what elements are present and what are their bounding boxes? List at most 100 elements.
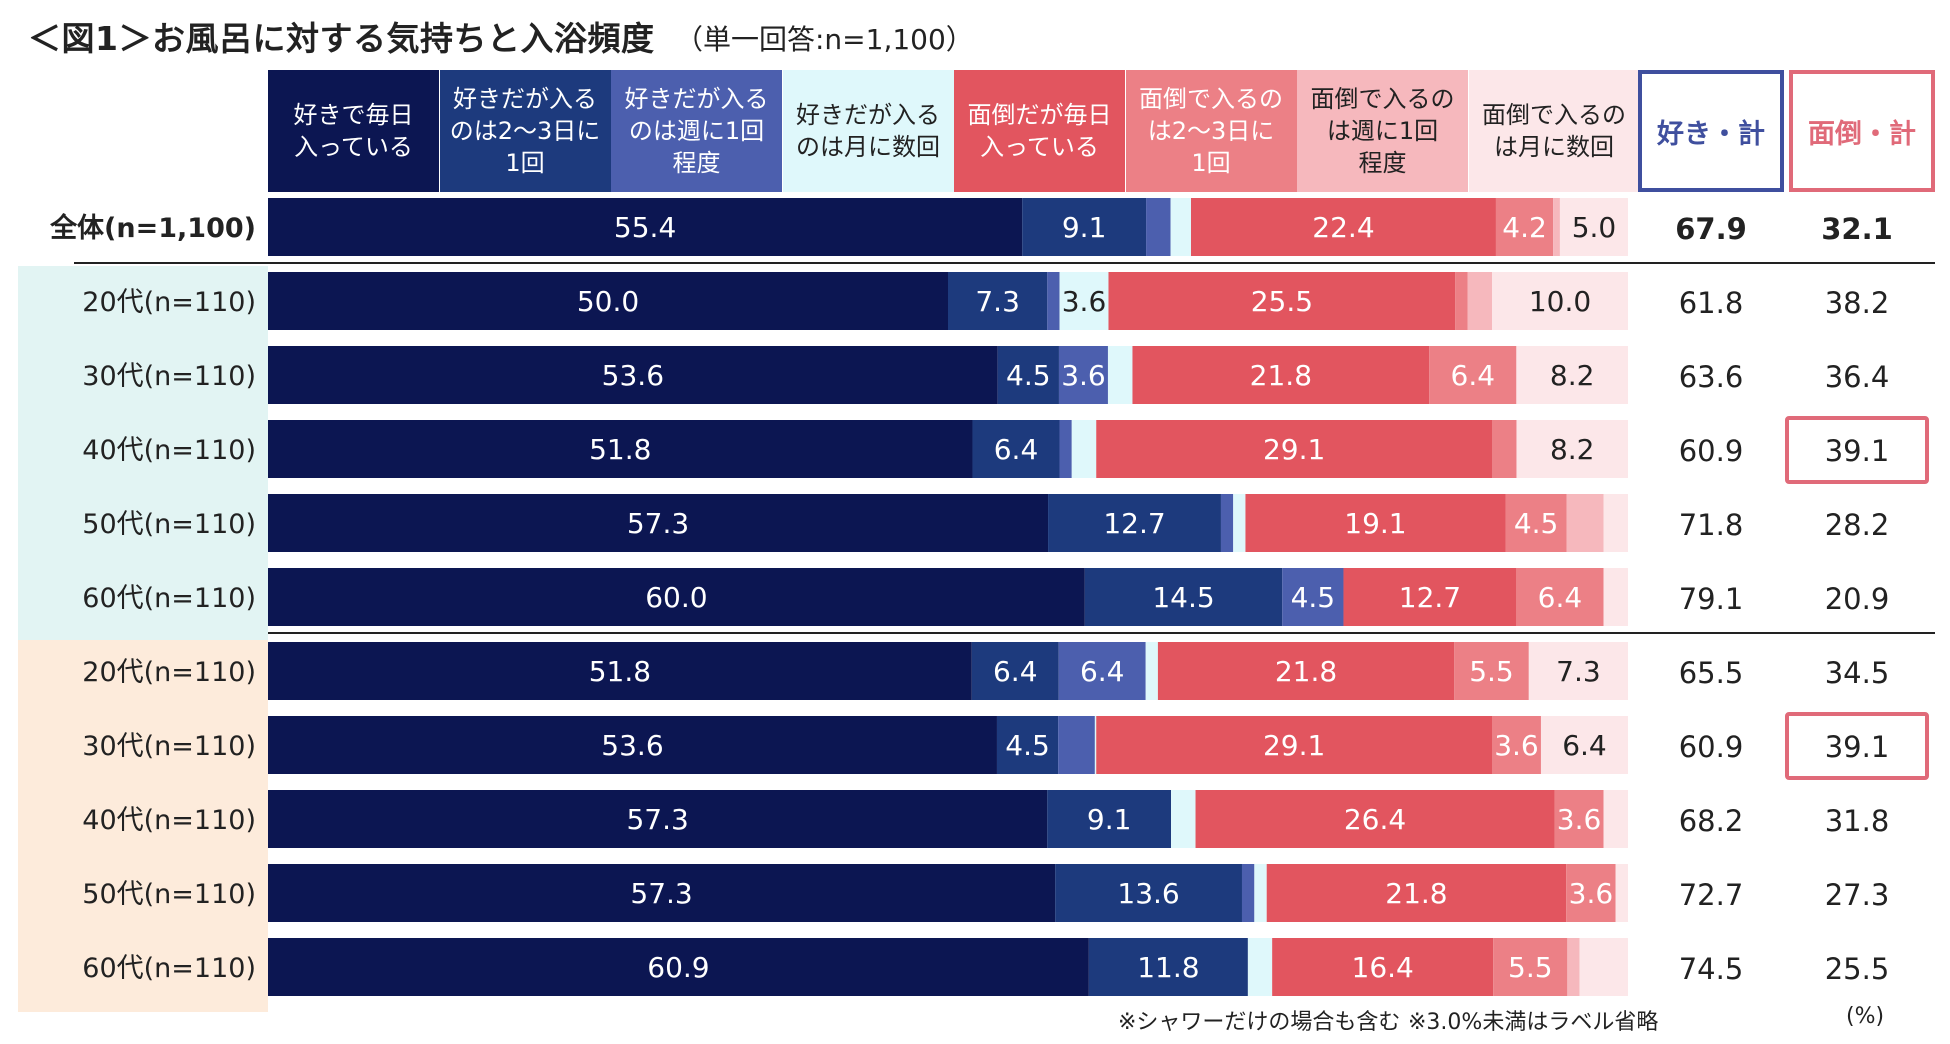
row-label-1: 20代(n=110) [82, 287, 256, 318]
bother-total-4: 28.2 [1825, 508, 1890, 542]
data-label-r4-s2: 12.7 [1103, 507, 1165, 540]
bar-segment-r8-s8 [1603, 790, 1628, 848]
bar-segment-r7-s5 [1096, 716, 1492, 774]
data-label-r4-s5: 19.1 [1344, 507, 1406, 540]
bar-segment-r10-s2 [1088, 938, 1248, 996]
data-label-r0-s6: 4.2 [1502, 211, 1547, 244]
data-label-r8-s2: 9.1 [1087, 803, 1132, 836]
bother-total-9: 27.3 [1825, 878, 1890, 912]
like-total-2: 63.6 [1679, 360, 1744, 394]
bar-segment-r0-s5 [1191, 198, 1496, 256]
legend-header-4: 好きだが入る のは月に数回 [782, 70, 954, 192]
data-label-r6-s3: 6.4 [1080, 655, 1125, 688]
bar-segment-r5-s2 [1084, 568, 1283, 626]
bar-segment-r2-s8 [1516, 346, 1628, 404]
bother-total-1: 38.2 [1825, 286, 1890, 320]
data-label-r6-s6: 5.5 [1469, 655, 1514, 688]
bar-segment-r6-s5 [1157, 642, 1455, 700]
like-total-0: 67.9 [1675, 212, 1747, 246]
data-label-r5-s1: 60.0 [645, 581, 707, 614]
unit-label: (%) [1846, 1004, 1885, 1029]
bar-segment-r8-s6 [1554, 790, 1604, 848]
data-label-r7-s6: 3.6 [1494, 729, 1539, 762]
bother-total-3: 39.1 [1825, 434, 1890, 468]
bar-segment-r8-s1 [268, 790, 1048, 848]
bother-total-2: 36.4 [1825, 360, 1890, 394]
like-total-9: 72.7 [1679, 878, 1744, 912]
bar-segment-r0-s3 [1146, 198, 1171, 256]
data-label-r7-s2: 4.5 [1005, 729, 1050, 762]
like-total-6: 65.5 [1679, 656, 1744, 690]
data-label-r6-s2: 6.4 [993, 655, 1038, 688]
bar-segment-r9-s2 [1055, 864, 1242, 922]
data-label-r1-s8: 10.0 [1529, 285, 1591, 318]
bar-segment-r9-s5 [1266, 864, 1567, 922]
data-label-r1-s5: 25.5 [1251, 285, 1313, 318]
bar-segment-r0-s8 [1559, 198, 1628, 256]
bar-segment-r3-s6 [1492, 420, 1517, 478]
bar-segment-r1-s5 [1108, 272, 1456, 330]
bar-segment-r0-s1 [268, 198, 1023, 256]
legend-header-5: 面倒だが毎日 入っている [954, 70, 1125, 192]
bar-segment-r0-s6 [1495, 198, 1554, 256]
data-label-r9-s1: 57.3 [630, 877, 692, 910]
bar-segment-r1-s3 [1047, 272, 1060, 330]
like-total-5: 79.1 [1679, 582, 1744, 616]
data-label-r3-s1: 51.8 [589, 433, 651, 466]
like-total-header: 好き・計 [1638, 70, 1784, 192]
bar-segment-r7-s3 [1058, 716, 1095, 774]
data-label-r10-s5: 16.4 [1352, 951, 1414, 984]
legend-header-6: 面倒で入るの は2〜3日に 1回 [1125, 70, 1297, 192]
bar-segment-r8-s2 [1047, 790, 1172, 848]
bar-segment-r1-s8 [1492, 272, 1628, 330]
bar-segment-r3-s2 [972, 420, 1060, 478]
row-label-6: 20代(n=110) [82, 657, 256, 688]
chart-title: ＜図1＞お風呂に対する気持ちと入浴頻度 [28, 19, 655, 58]
data-label-r9-s5: 21.8 [1385, 877, 1447, 910]
bar-segment-r1-s6 [1455, 272, 1468, 330]
bar-segment-r7-s2 [996, 716, 1059, 774]
bar-segment-r1-s1 [268, 272, 948, 330]
data-label-r0-s8: 5.0 [1572, 211, 1617, 244]
bar-segment-r9-s3 [1241, 864, 1255, 922]
data-label-r1-s4: 3.6 [1062, 285, 1107, 318]
bar-segment-r4-s1 [268, 494, 1049, 552]
data-label-r9-s6: 3.6 [1569, 877, 1614, 910]
legend-header-7: 面倒で入るの は週に1回 程度 [1297, 70, 1468, 192]
row-label-7: 30代(n=110) [82, 731, 256, 762]
bar-segment-r2-s5 [1132, 346, 1430, 404]
bar-segment-r3-s1 [268, 420, 973, 478]
data-label-r10-s6: 5.5 [1508, 951, 1553, 984]
bar-segment-r2-s1 [268, 346, 998, 404]
bar-segment-r3-s3 [1059, 420, 1072, 478]
bar-segment-r1-s2 [948, 272, 1048, 330]
row-label-9: 50代(n=110) [82, 879, 256, 910]
data-label-r7-s8: 6.4 [1562, 729, 1607, 762]
data-label-r3-s8: 8.2 [1550, 433, 1595, 466]
bar-segment-r7-s4 [1094, 716, 1097, 774]
bar-segment-r6-s1 [268, 642, 972, 700]
like-total-3: 60.9 [1679, 434, 1744, 468]
bar-segment-r5-s1 [268, 568, 1085, 626]
data-label-r2-s8: 8.2 [1550, 359, 1595, 392]
bar-segment-r10-s8 [1579, 938, 1628, 996]
bar-segment-r3-s8 [1516, 420, 1628, 478]
bar-segment-r4-s5 [1245, 494, 1506, 552]
bar-segment-r7-s6 [1492, 716, 1541, 774]
data-label-r5-s5: 12.7 [1399, 581, 1461, 614]
data-label-r2-s2: 4.5 [1006, 359, 1051, 392]
bar-segment-r2-s6 [1429, 346, 1517, 404]
bother-total-10: 25.5 [1825, 952, 1890, 986]
data-label-r2-s5: 21.8 [1250, 359, 1312, 392]
data-label-r6-s5: 21.8 [1275, 655, 1337, 688]
note-label-omit: ※3.0%未満はラベル省略 [1408, 1010, 1659, 1035]
bar-segment-r8-s4 [1171, 790, 1196, 848]
data-label-r5-s6: 6.4 [1538, 581, 1583, 614]
data-label-r8-s6: 3.6 [1557, 803, 1602, 836]
row-label-8: 40代(n=110) [82, 805, 256, 836]
bar-segment-r4-s8 [1603, 494, 1628, 552]
bar-segment-r4-s2 [1048, 494, 1221, 552]
row-label-4: 50代(n=110) [82, 509, 256, 540]
